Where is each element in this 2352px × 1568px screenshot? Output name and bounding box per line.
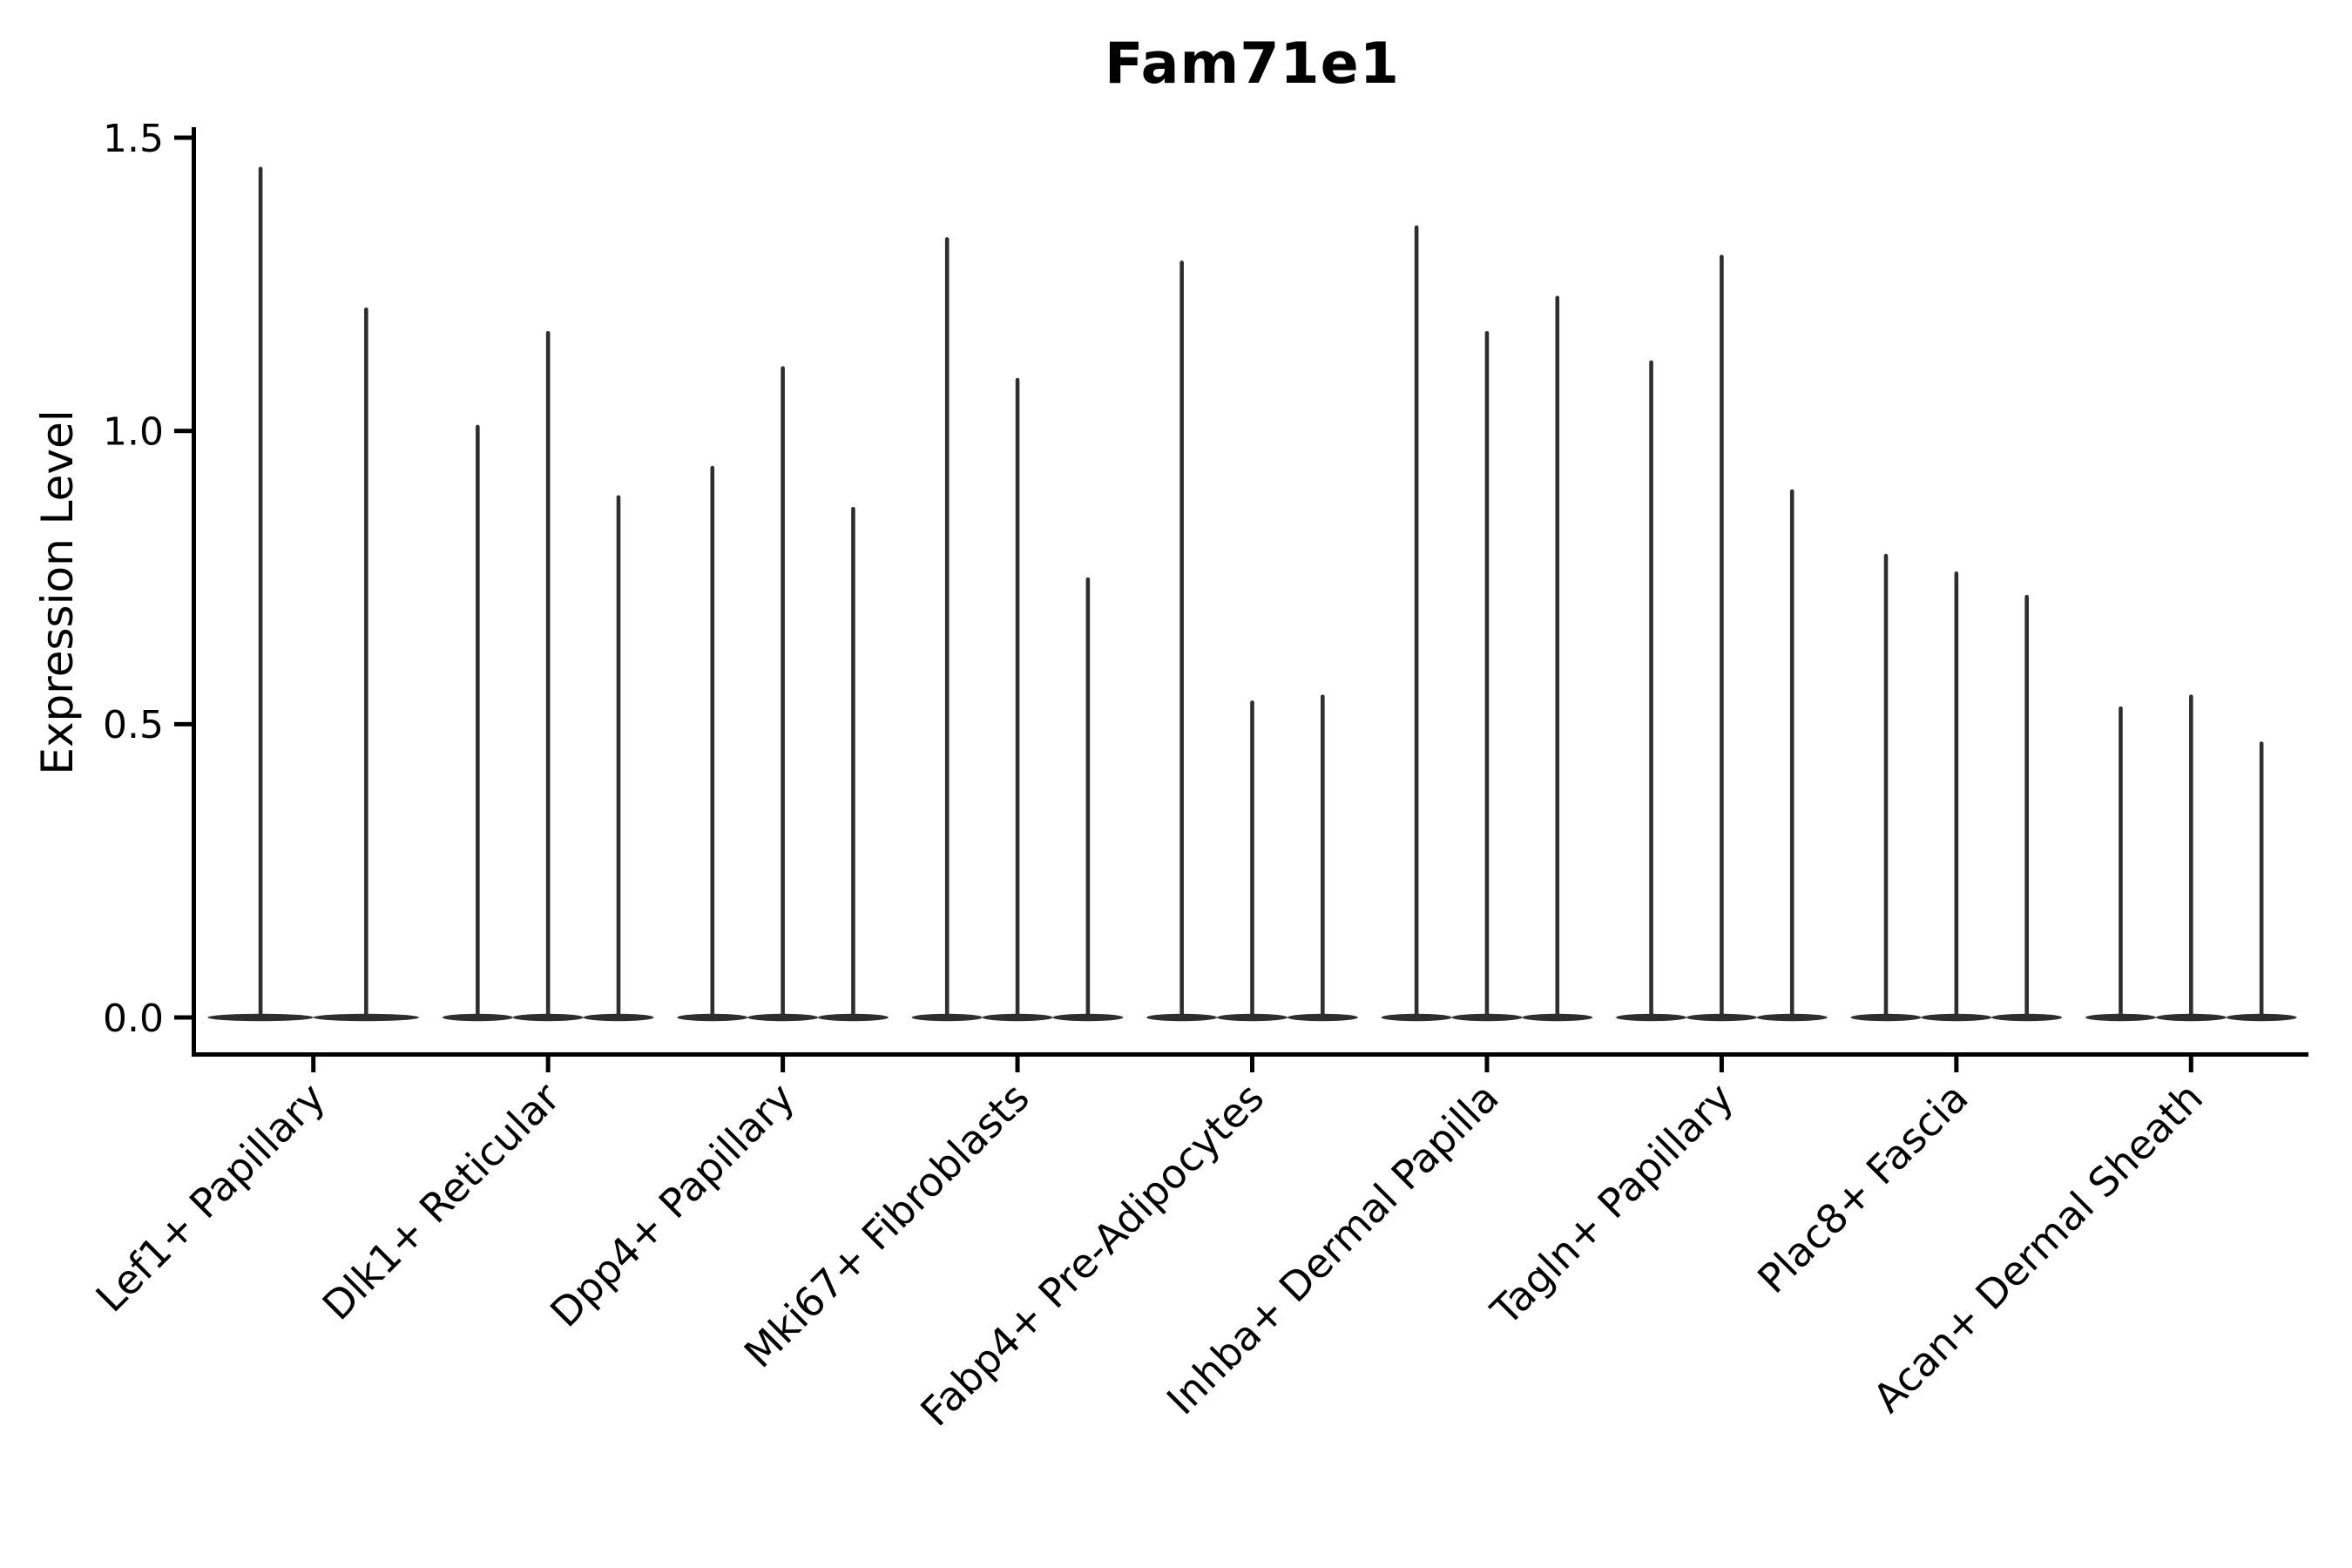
x-axis-spine [192,1052,2308,1057]
x-tick-mark [2188,1057,2193,1072]
x-tick-mark [1015,1057,1020,1072]
x-tick-label: Lef1+ Papillary [87,1074,335,1321]
x-tick-label: Dpp4+ Papillary [541,1074,803,1336]
y-tick-mark [174,1015,192,1020]
x-tick-mark [1954,1057,1959,1072]
y-tick-label: 1.5 [103,117,164,161]
y-tick-mark [174,135,192,140]
x-tick-mark [781,1057,786,1072]
y-tick-label: 0.0 [103,997,164,1041]
y-axis-spine [192,127,196,1057]
y-tick-mark [174,721,192,727]
x-tick-label: Dlk1+ Reticular [314,1074,569,1329]
chart-title: Fam71e1 [1105,31,1400,97]
x-tick-mark [311,1057,316,1072]
y-tick-mark [174,429,192,434]
x-tick-label: Tagln+ Papillary [1482,1074,1743,1335]
x-tick-mark [545,1057,551,1072]
y-tick-label: 0.5 [103,703,164,747]
x-tick-mark [1719,1057,1724,1072]
y-tick-label: 1.0 [103,410,164,455]
x-tick-label: Plac8+ Fascia [1748,1074,1977,1302]
x-tick-mark [1250,1057,1254,1072]
x-tick-mark [1484,1057,1490,1072]
